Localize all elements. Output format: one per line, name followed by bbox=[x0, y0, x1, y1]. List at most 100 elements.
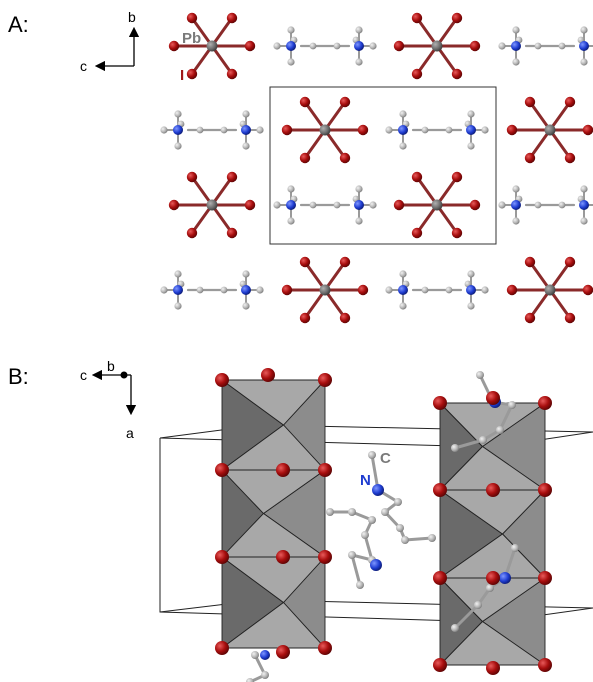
pb-i-bond bbox=[323, 288, 347, 320]
carbon-atom bbox=[174, 270, 182, 278]
iodine-atom bbox=[451, 68, 463, 80]
unit-cell-outline bbox=[269, 86, 497, 245]
carbon-atom bbox=[369, 201, 377, 209]
ammonium-cation bbox=[385, 110, 489, 150]
carbon-atom bbox=[369, 42, 377, 50]
iodine-atom bbox=[339, 96, 351, 108]
carbon-atom bbox=[558, 42, 566, 50]
carbon-atom bbox=[399, 270, 407, 278]
carbon-atom bbox=[246, 678, 254, 682]
iodine-atom bbox=[564, 96, 576, 108]
pb-i-bond bbox=[210, 175, 234, 207]
carbon-atom bbox=[242, 142, 250, 150]
nitrogen-atom bbox=[511, 200, 521, 210]
lead-atom bbox=[431, 40, 443, 52]
carbon-atom bbox=[368, 451, 376, 459]
pb-i-bond bbox=[548, 100, 572, 132]
iodine-atom bbox=[582, 124, 593, 136]
carbon-atom bbox=[251, 651, 259, 659]
nitrogen-atom bbox=[499, 572, 511, 584]
carbon-atom-label: C bbox=[380, 450, 391, 467]
iodine-atom bbox=[299, 256, 311, 268]
iodine-atom bbox=[215, 550, 229, 564]
iodine-atom bbox=[226, 171, 238, 183]
pb-i-bond bbox=[548, 260, 572, 292]
iodine-atom bbox=[318, 550, 332, 564]
carbon-atom bbox=[399, 110, 407, 118]
iodine-atom bbox=[318, 463, 332, 477]
pb-i-bond bbox=[548, 128, 572, 160]
carbon-atom bbox=[401, 536, 409, 544]
pb-i-bond bbox=[415, 175, 439, 207]
pb-i-bond bbox=[548, 288, 572, 320]
iodine-atom bbox=[564, 256, 576, 268]
carbon-atom bbox=[287, 58, 295, 66]
iodine-atom bbox=[538, 483, 552, 497]
carbon-atom bbox=[428, 534, 436, 542]
iodine-atom bbox=[226, 227, 238, 239]
octahedron-face bbox=[221, 469, 326, 514]
iodine-atom bbox=[357, 124, 369, 136]
iodine-atom bbox=[564, 312, 576, 324]
carbon-atom bbox=[287, 26, 295, 34]
carbon-atom bbox=[256, 286, 264, 294]
iodine-atom bbox=[411, 227, 423, 239]
panel-a: A: b c Pb I bbox=[8, 9, 593, 324]
iodine-atom bbox=[276, 550, 290, 564]
carbon-atom bbox=[381, 508, 389, 516]
carbon-atom bbox=[361, 531, 369, 539]
panel-a-label: A: bbox=[8, 12, 29, 37]
pb-i-bond bbox=[323, 100, 347, 132]
carbon-atom bbox=[385, 286, 393, 294]
pb-atom-label: Pb bbox=[182, 30, 201, 47]
iodine-atom bbox=[486, 661, 500, 675]
pb-i-bond bbox=[528, 288, 552, 320]
nitrogen-atom bbox=[398, 125, 408, 135]
panel-b-label: B: bbox=[8, 364, 29, 389]
iodine-atom-label: I bbox=[180, 67, 184, 84]
lead-atom bbox=[319, 284, 331, 296]
iodine-atom bbox=[186, 171, 198, 183]
alkyl-bond bbox=[403, 536, 434, 542]
iodine-atom bbox=[215, 641, 229, 655]
iodine-atom bbox=[486, 391, 500, 405]
nitrogen-atom bbox=[173, 285, 183, 295]
carbon-atom bbox=[220, 126, 228, 134]
iodine-atom bbox=[506, 124, 518, 136]
iodine-atom bbox=[451, 12, 463, 24]
carbon-atom bbox=[399, 302, 407, 310]
pbi6-octahedron bbox=[506, 96, 593, 164]
nitrogen-atom bbox=[354, 200, 364, 210]
ammonium-cation bbox=[273, 185, 377, 225]
iodine-atom bbox=[564, 152, 576, 164]
axis-triad-b: c b a bbox=[80, 358, 137, 441]
carbon-atom bbox=[445, 286, 453, 294]
lead-atom bbox=[431, 199, 443, 211]
iodine-atom bbox=[357, 284, 369, 296]
octahedra-layer bbox=[168, 12, 593, 324]
iodine-atom bbox=[433, 396, 447, 410]
carbon-atom bbox=[399, 142, 407, 150]
pb-i-bond bbox=[210, 16, 234, 48]
carbon-atom bbox=[558, 201, 566, 209]
carbon-atom bbox=[511, 544, 519, 552]
pb-i-bond bbox=[190, 16, 214, 48]
carbon-atom bbox=[356, 581, 364, 589]
alkyl-bond bbox=[350, 553, 362, 587]
iodine-atom bbox=[186, 68, 198, 80]
axis-c-label: c bbox=[80, 58, 87, 74]
axis-triad-a: b c bbox=[80, 9, 140, 74]
pb-i-bond bbox=[210, 203, 234, 235]
lead-atom bbox=[206, 40, 218, 52]
carbon-atom bbox=[396, 524, 404, 532]
octahedron-face bbox=[221, 556, 326, 603]
carbon-atom bbox=[512, 217, 520, 225]
iodine-atom bbox=[299, 152, 311, 164]
carbon-atom bbox=[476, 371, 484, 379]
carbon-atom bbox=[580, 185, 588, 193]
carbon-atom bbox=[451, 444, 459, 452]
carbon-atom bbox=[479, 436, 487, 444]
pb-i-bond bbox=[415, 16, 439, 48]
iodine-atom bbox=[486, 483, 500, 497]
iodine-atom bbox=[486, 571, 500, 585]
